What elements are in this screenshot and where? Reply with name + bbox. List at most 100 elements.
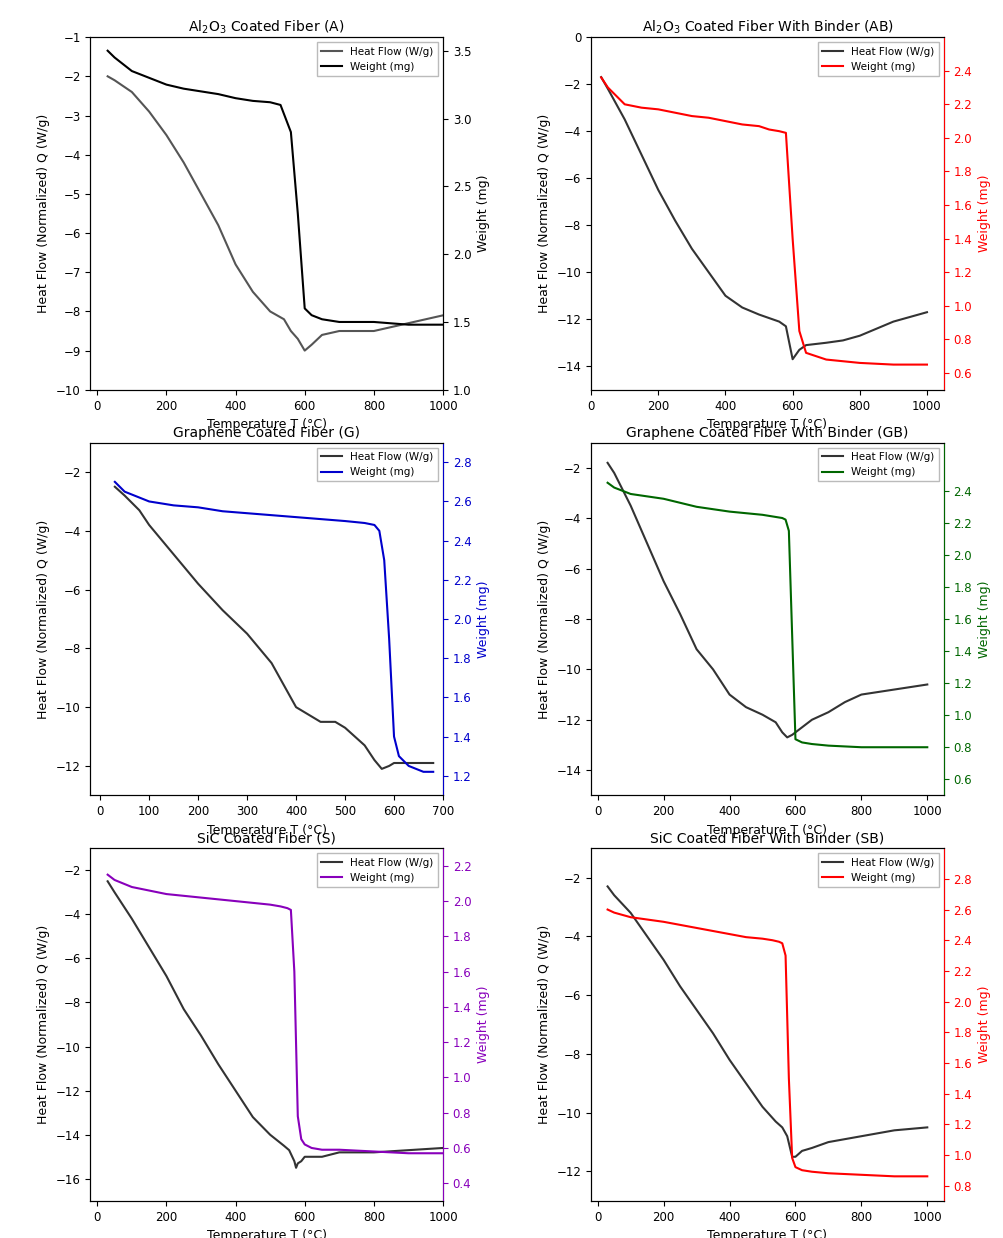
Heat Flow (W/g) [641, 928, 653, 943]
Weight (mg) [333, 314, 345, 329]
Heat Flow (W/g) [690, 641, 702, 656]
Weight (mg) [367, 1144, 379, 1159]
X-axis label: Temperature T (°C): Temperature T (°C) [207, 418, 326, 431]
Heat Flow (W/g) [230, 258, 242, 272]
Heat Flow (W/g) [839, 695, 851, 709]
Weight (mg) [426, 764, 438, 779]
Heat Flow (W/g) [367, 1145, 379, 1160]
Heat Flow (W/g) [735, 300, 747, 314]
Heat Flow (W/g) [657, 952, 669, 967]
Weight (mg) [853, 355, 865, 370]
Heat Flow (W/g) [316, 328, 328, 343]
Heat Flow (W/g) [339, 721, 351, 735]
Weight (mg) [316, 1143, 328, 1158]
Weight (mg) [314, 511, 326, 526]
Heat Flow (W/g) [118, 488, 130, 503]
Heat Flow (W/g) [125, 911, 137, 926]
Heat Flow (W/g) [624, 498, 636, 513]
Heat Flow (W/g) [775, 725, 787, 740]
Legend: Heat Flow (W/g), Weight (mg): Heat Flow (W/g), Weight (mg) [817, 448, 938, 482]
Heat Flow (W/g) [298, 1149, 310, 1164]
Heat Flow (W/g) [775, 1120, 787, 1135]
Weight (mg) [305, 308, 317, 323]
Weight (mg) [125, 63, 137, 78]
Heat Flow (W/g) [285, 323, 297, 338]
Weight (mg) [635, 100, 647, 115]
Weight (mg) [762, 123, 774, 137]
Weight (mg) [118, 484, 130, 499]
Heat Flow (W/g) [283, 1143, 295, 1158]
Weight (mg) [775, 510, 787, 525]
Y-axis label: Weight (mg): Weight (mg) [977, 985, 990, 1063]
Heat Flow (W/g) [792, 343, 804, 358]
Heat Flow (W/g) [788, 725, 800, 740]
Heat Flow (W/g) [178, 1002, 190, 1016]
Weight (mg) [601, 903, 613, 917]
Weight (mg) [436, 1146, 448, 1161]
Weight (mg) [160, 77, 173, 92]
Heat Flow (W/g) [795, 1144, 807, 1159]
Weight (mg) [805, 737, 817, 751]
Heat Flow (W/g) [192, 577, 204, 592]
Weight (mg) [719, 114, 731, 129]
Weight (mg) [782, 524, 794, 539]
Weight (mg) [195, 84, 207, 99]
Heat Flow (W/g) [755, 707, 767, 722]
Heat Flow (W/g) [805, 712, 817, 727]
Weight (mg) [702, 110, 714, 125]
Heat Flow (W/g) [739, 1076, 751, 1091]
Weight (mg) [290, 510, 302, 525]
Y-axis label: Heat Flow (Normalized) Q (W/g): Heat Flow (Normalized) Q (W/g) [37, 114, 50, 313]
Heat Flow (W/g) [601, 456, 613, 470]
Title: SiC Coated Fiber (S): SiC Coated Fiber (S) [197, 832, 336, 846]
Heat Flow (W/g) [788, 1149, 800, 1164]
Weight (mg) [392, 749, 404, 764]
Heat Flow (W/g) [668, 213, 680, 228]
Heat Flow (W/g) [385, 319, 397, 334]
Heat Flow (W/g) [799, 338, 811, 353]
Heat Flow (W/g) [305, 1149, 317, 1164]
Heat Flow (W/g) [785, 1149, 797, 1164]
Weight (mg) [295, 1132, 307, 1146]
Heat Flow (W/g) [108, 885, 120, 900]
Heat Flow (W/g) [618, 111, 630, 126]
Weight (mg) [819, 352, 831, 366]
Heat Flow (W/g) [143, 940, 155, 954]
Weight (mg) [788, 732, 800, 747]
Heat Flow (W/g) [755, 1099, 767, 1114]
Heat Flow (W/g) [348, 729, 360, 744]
Weight (mg) [143, 494, 155, 509]
Y-axis label: Weight (mg): Weight (mg) [476, 985, 489, 1063]
Weight (mg) [778, 948, 790, 963]
Heat Flow (W/g) [780, 1129, 792, 1144]
Heat Flow (W/g) [290, 699, 302, 714]
Weight (mg) [230, 90, 242, 105]
Weight (mg) [373, 524, 385, 539]
Heat Flow (W/g) [212, 1057, 224, 1072]
Weight (mg) [143, 71, 155, 85]
Heat Flow (W/g) [241, 626, 253, 641]
X-axis label: Temperature T (°C): Temperature T (°C) [207, 823, 326, 837]
Heat Flow (W/g) [143, 104, 155, 119]
Heat Flow (W/g) [160, 128, 173, 142]
Heat Flow (W/g) [805, 1140, 817, 1155]
Heat Flow (W/g) [921, 677, 933, 692]
Y-axis label: Heat Flow (Normalized) Q (W/g): Heat Flow (Normalized) Q (W/g) [37, 520, 50, 718]
Weight (mg) [274, 899, 286, 914]
Heat Flow (W/g) [821, 1135, 833, 1150]
Heat Flow (W/g) [706, 662, 718, 677]
Weight (mg) [778, 513, 790, 527]
Heat Flow (W/g) [368, 753, 380, 768]
Weight (mg) [108, 50, 120, 64]
Weight (mg) [887, 358, 899, 373]
Heat Flow (W/g) [305, 337, 317, 352]
Line: Weight (mg): Weight (mg) [107, 51, 442, 324]
Heat Flow (W/g) [779, 319, 791, 334]
Heat Flow (W/g) [230, 1083, 242, 1098]
Text: (a): (a) [249, 442, 284, 464]
Weight (mg) [168, 498, 180, 513]
Weight (mg) [792, 323, 804, 338]
Title: Graphene Coated Fiber (G): Graphene Coated Fiber (G) [173, 426, 360, 441]
Weight (mg) [921, 740, 933, 755]
Weight (mg) [785, 232, 797, 246]
